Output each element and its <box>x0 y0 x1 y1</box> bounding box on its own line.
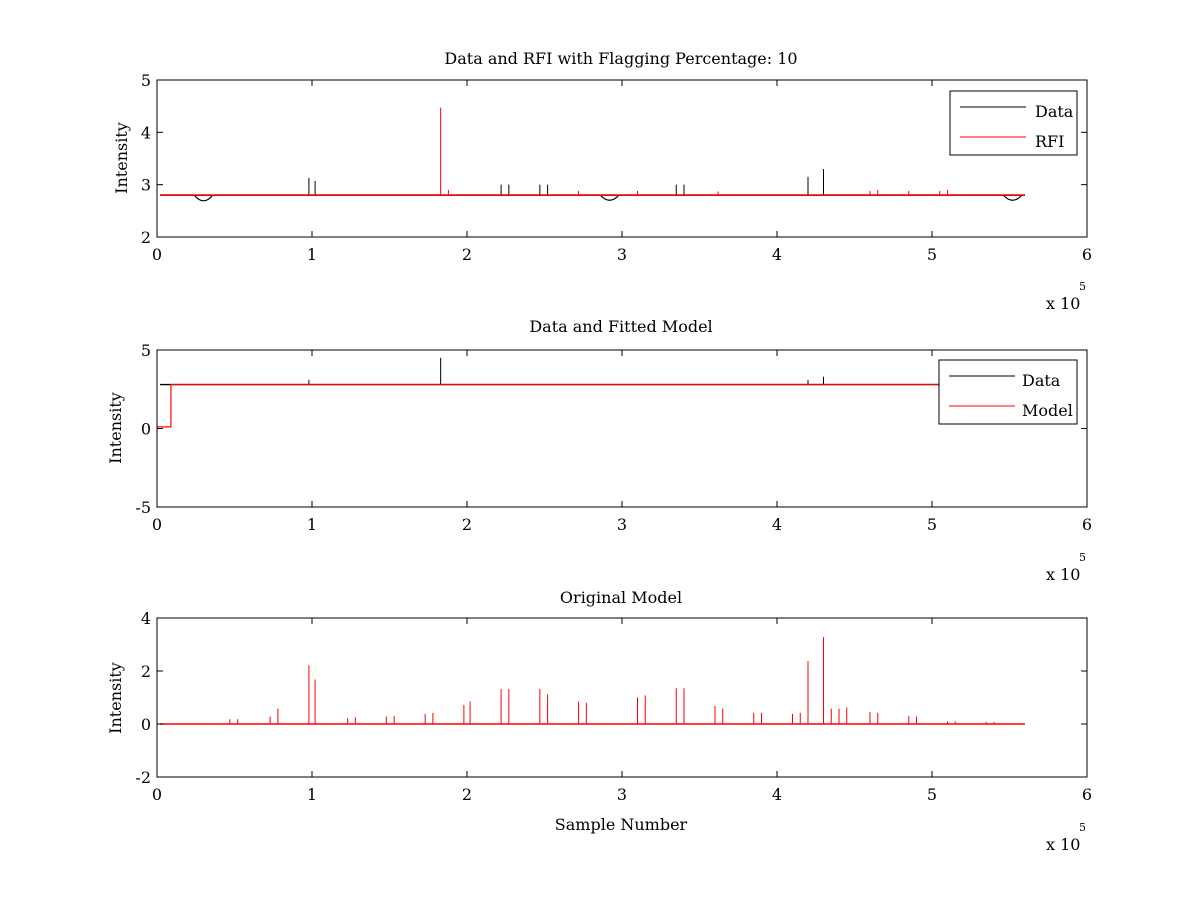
data-dip <box>193 194 214 202</box>
y-tick-label: 3 <box>141 176 151 195</box>
x-tick-label: 1 <box>307 245 317 264</box>
x-tick-label: 1 <box>307 785 317 804</box>
subplot-3-ylabel: Intensity <box>106 662 125 734</box>
y-tick-label: 0 <box>141 420 151 439</box>
x-tick-label: 5 <box>927 245 937 264</box>
legend-box <box>938 359 1078 425</box>
subplot-1-plot-area: 0 1 2 3 4 5 6 2 3 4 5 <box>141 71 1092 264</box>
subplot-2-x-exponent: x 10 <box>1046 565 1080 584</box>
series-model <box>160 637 1025 725</box>
series-model <box>157 383 1025 428</box>
x-tick-label: 3 <box>617 245 627 264</box>
subplot-1-legend: Data RFI <box>949 90 1078 156</box>
series-line <box>157 383 1025 428</box>
series-rfi <box>160 107 1025 196</box>
subplot-1-title: Data and RFI with Flagging Percentage: 1… <box>444 49 797 68</box>
x-tick-label: 1 <box>307 515 317 534</box>
legend-data-label: Data <box>1022 371 1061 390</box>
x-tick-label: 3 <box>617 785 627 804</box>
subplot-2-x-exponent-base: x 10 <box>1046 565 1080 584</box>
x-tick-label: 2 <box>462 785 472 804</box>
legend-data-label: Data <box>1035 102 1074 121</box>
legend-rfi-label: RFI <box>1035 132 1064 151</box>
subplot-2-title: Data and Fitted Model <box>529 317 712 336</box>
subplot-3-xlabel: Sample Number <box>555 815 688 834</box>
subplot-2-x-exponent-power: 5 <box>1079 551 1086 564</box>
x-tick-label: 6 <box>1082 785 1092 804</box>
subplot-1-x-exponent: x 10 <box>1046 294 1080 313</box>
subplot-data-and-rfi: Data and RFI with Flagging Percentage: 1… <box>112 49 1092 313</box>
x-tick-label: 4 <box>772 785 782 804</box>
y-tick-label: 4 <box>141 123 151 142</box>
subplot-2-plot-area: 0 1 2 3 4 5 6-505 <box>135 341 1092 534</box>
subplot-3-x-exponent-power: 5 <box>1079 821 1086 834</box>
x-tick-label: 4 <box>772 245 782 264</box>
x-tick-label: 3 <box>617 515 627 534</box>
y-tick-label: -5 <box>135 498 151 517</box>
subplot-2-legend: Data Model <box>938 359 1078 425</box>
data-dip <box>1002 194 1023 201</box>
subplot-original-model: Original Model Intensity Sample Number 0… <box>106 588 1092 854</box>
x-tick-label: 5 <box>927 785 937 804</box>
x-tick-label: 0 <box>152 785 162 804</box>
legend-box <box>949 90 1078 156</box>
y-tick-label: 0 <box>141 715 151 734</box>
subplot-3-x-exponent-base: x 10 <box>1046 835 1080 854</box>
y-tick-label: 5 <box>141 71 151 90</box>
subplot-1-x-exponent-base: x 10 <box>1046 294 1080 313</box>
y-tick-label: -2 <box>135 768 151 787</box>
x-tick-label: 0 <box>152 515 162 534</box>
subplot-3-title: Original Model <box>560 588 682 607</box>
y-tick-label: 5 <box>141 341 151 360</box>
data-dip <box>599 194 620 201</box>
x-tick-label: 2 <box>462 515 472 534</box>
subplot-data-and-fitted-model: Data and Fitted Model Intensity 0 1 2 3 4 5 6 -… <box>106 317 1092 584</box>
subplot-2-ylabel: Intensity <box>106 392 125 464</box>
subplot-1-x-exponent-power: 5 <box>1079 280 1086 293</box>
x-tick-label: 0 <box>152 245 162 264</box>
subplot-3-x-exponent: x 10 <box>1046 835 1080 854</box>
x-tick-label: 5 <box>927 515 937 534</box>
legend-model-label: Model <box>1022 401 1073 420</box>
y-tick-label: 2 <box>141 662 151 681</box>
y-tick-label: 2 <box>141 228 151 247</box>
x-tick-label: 6 <box>1082 515 1092 534</box>
subplot-1-ylabel: Intensity <box>112 122 131 194</box>
x-tick-label: 2 <box>462 245 472 264</box>
y-tick-label: 4 <box>141 609 151 628</box>
x-tick-label: 6 <box>1082 245 1092 264</box>
x-tick-label: 4 <box>772 515 782 534</box>
